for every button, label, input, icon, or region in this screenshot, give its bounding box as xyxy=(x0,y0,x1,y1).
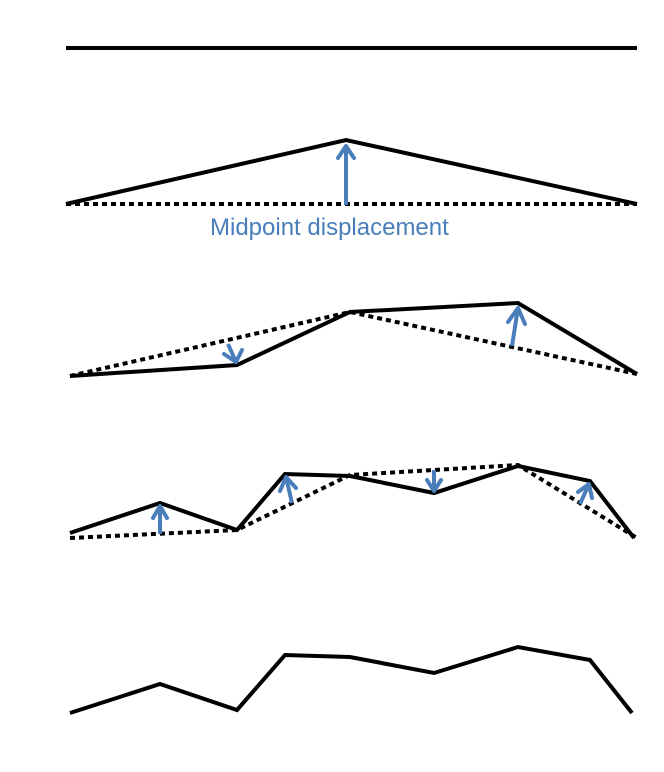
stage-4-arrow-4 xyxy=(576,482,594,505)
stage-3-arrow-up xyxy=(506,306,527,347)
stage-3-arrow-down xyxy=(222,343,244,364)
stage-5-line xyxy=(69,644,634,715)
stage-4 xyxy=(69,462,639,540)
caption: Midpoint displacement xyxy=(210,214,449,241)
stage-3-line xyxy=(69,300,639,378)
stage-4-line xyxy=(69,463,636,540)
stage-4-arrow-2 xyxy=(278,475,298,504)
stage-2-line xyxy=(65,137,638,206)
stage-4-arrow-1 xyxy=(151,504,169,534)
stage-3 xyxy=(69,300,639,378)
stage-5 xyxy=(69,644,634,715)
stage-2: Midpoint displacement xyxy=(65,137,638,241)
stage-2-arrow xyxy=(336,144,356,205)
stage-4-arrow-3 xyxy=(425,470,443,493)
